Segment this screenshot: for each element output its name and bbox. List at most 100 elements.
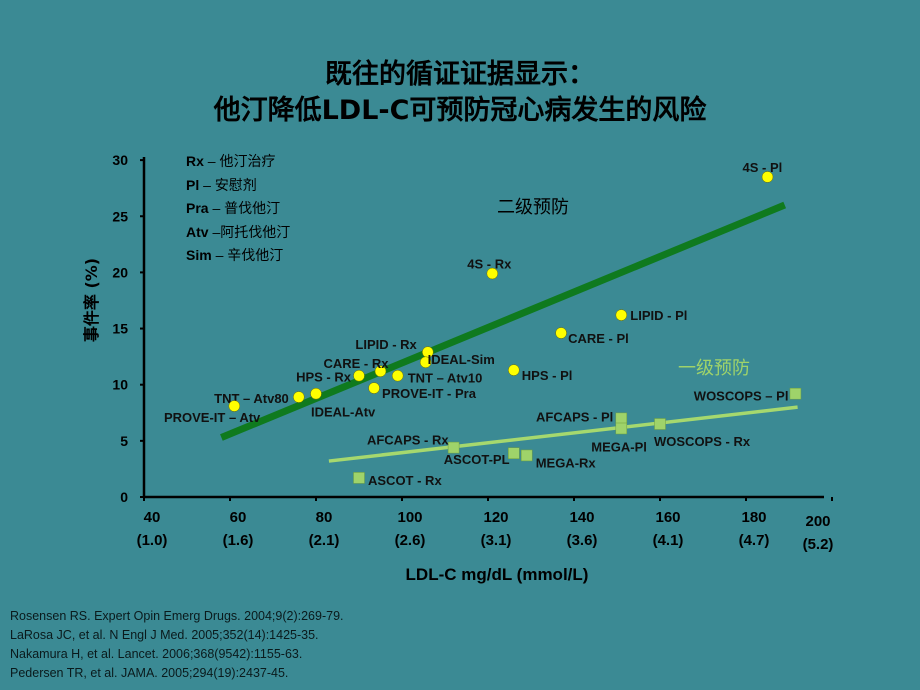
legend-meaning: 他汀治疗 xyxy=(219,154,276,170)
data-point xyxy=(447,441,460,454)
data-point xyxy=(654,418,666,430)
y-tick-label: 25 xyxy=(112,208,128,224)
data-label: 4S - Rx xyxy=(467,257,512,272)
x-tick-sublabel: (2.6) xyxy=(395,532,426,549)
legend-sep: – xyxy=(199,176,215,193)
data-label: AFCAPS - Rx xyxy=(367,433,449,448)
legend-entry: Atv –阿托伐他汀 xyxy=(186,221,290,245)
data-label: CARE - Pl xyxy=(568,331,629,346)
x-tick-label: 200 xyxy=(805,513,830,530)
data-label: TNT – Atv80 xyxy=(214,391,289,406)
data-label: IDEAL-Sim xyxy=(428,352,495,367)
y-tick-label: 10 xyxy=(112,377,128,393)
y-axis-label: 事件率 (%) xyxy=(82,258,101,342)
trend-line xyxy=(328,405,798,463)
data-point xyxy=(391,369,404,382)
legend-abbr: Atv xyxy=(186,223,209,240)
data-point xyxy=(615,412,628,425)
data-label: LIPID - Pl xyxy=(630,308,687,323)
x-tick-label: 160 xyxy=(655,509,680,526)
legend-entry: Rx – 他汀治疗 xyxy=(186,150,290,174)
y-tick-label: 20 xyxy=(112,264,128,280)
x-tick-sublabel: (4.1) xyxy=(653,532,684,549)
data-point xyxy=(486,267,499,280)
x-tick-label: 140 xyxy=(569,509,594,526)
data-label: PROVE-IT – Atv xyxy=(164,410,261,425)
reference: Pedersen TR, et al. JAMA. 2005;294(19):2… xyxy=(10,666,289,680)
data-point xyxy=(761,171,774,183)
data-label: WOSCOPS – Pl xyxy=(694,389,789,404)
data-label: ASCOT - Rx xyxy=(368,473,442,488)
data-point xyxy=(293,391,305,403)
data-point xyxy=(310,387,322,400)
data-point xyxy=(353,369,365,382)
data-label: ASCOT-PL xyxy=(444,452,510,467)
legend-entry: Sim – 辛伐他汀 xyxy=(186,244,290,268)
data-point xyxy=(374,365,387,377)
legend-meaning: 阿托伐他汀 xyxy=(220,224,291,241)
data-point xyxy=(615,422,628,435)
x-tick-label: 180 xyxy=(741,509,766,526)
x-tick-label: 120 xyxy=(483,509,508,526)
y-tick-label: 30 xyxy=(112,152,128,168)
x-tick-label: 40 xyxy=(144,509,161,526)
series-label-secondary: 二级预防 xyxy=(497,197,569,218)
legend-abbr: Pra xyxy=(186,200,209,216)
legend-sep: – xyxy=(208,223,221,240)
x-tick-label: 60 xyxy=(230,509,247,526)
x-tick-label: 80 xyxy=(316,509,333,526)
title-line-1: 既往的循证证据显示： xyxy=(325,59,595,90)
legend-meaning: 辛伐他汀 xyxy=(227,248,284,264)
data-point xyxy=(353,472,365,484)
references: Rosensen RS. Expert Opin Emerg Drugs. 20… xyxy=(10,607,344,683)
reference: Rosensen RS. Expert Opin Emerg Drugs. 20… xyxy=(10,609,344,623)
data-label: 4S - Pl xyxy=(743,160,783,175)
data-label: HPS - Pl xyxy=(522,368,573,383)
data-label: MEGA-Pl xyxy=(591,439,647,454)
title-line-2: 他汀降低LDL-C可预防冠心病发生的风险 xyxy=(213,95,707,126)
series-label-primary: 一级预防 xyxy=(678,358,750,379)
data-point xyxy=(228,400,241,412)
legend-sep: – xyxy=(208,200,225,216)
data-label: AFCAPS - Pl xyxy=(536,409,613,424)
reference: Nakamura H, et al. Lancet. 2006;368(9542… xyxy=(10,647,303,661)
x-tick-sublabel: (4.7) xyxy=(739,532,770,549)
data-point xyxy=(520,449,533,462)
data-label: MEGA-Rx xyxy=(536,455,597,470)
data-point xyxy=(368,382,380,394)
x-tick-sublabel: (1.0) xyxy=(137,532,168,549)
legend-meaning: 安慰剂 xyxy=(214,177,257,194)
x-tick-sublabel: (3.6) xyxy=(567,532,598,549)
y-tick-label: 5 xyxy=(120,433,128,449)
abbreviation-legend: Rx – 他汀治疗 Pl – 安慰剂 Pra – 普伐他汀 Atv –阿托伐他汀… xyxy=(186,150,290,268)
x-tick-sublabel: (5.2) xyxy=(803,536,834,553)
x-tick-sublabel: (3.1) xyxy=(481,532,512,549)
data-point xyxy=(419,356,432,368)
x-tick-sublabel: (1.6) xyxy=(223,532,254,549)
data-point xyxy=(555,327,567,339)
data-point xyxy=(789,387,802,400)
y-tick-label: 0 xyxy=(120,489,128,505)
data-label: IDEAL-Atv xyxy=(311,405,376,420)
legend-entry: Pra – 普伐他汀 xyxy=(186,197,290,221)
legend-abbr: Pl xyxy=(186,176,200,193)
x-tick-label: 100 xyxy=(397,509,422,526)
data-label: TNT – Atv10 xyxy=(408,371,483,386)
legend-entry: Pl – 安慰剂 xyxy=(186,174,290,198)
y-tick-label: 15 xyxy=(112,321,128,337)
legend-sep: – xyxy=(211,247,228,263)
data-label: WOSCOPS - Rx xyxy=(654,434,751,449)
data-label: PROVE-IT - Pra xyxy=(382,386,477,401)
data-label: CARE - Rx xyxy=(323,356,389,371)
legend-abbr: Rx xyxy=(186,153,204,169)
data-label: LIPID - Rx xyxy=(355,337,417,352)
data-point xyxy=(615,309,628,321)
x-tick-sublabel: (2.1) xyxy=(309,532,340,549)
legend-sep: – xyxy=(203,153,220,169)
reference: LaRosa JC, et al. N Engl J Med. 2005;352… xyxy=(10,628,319,642)
legend-abbr: Sim xyxy=(186,247,212,263)
legend-meaning: 普伐他汀 xyxy=(224,201,281,217)
data-label: HPS - Rx xyxy=(296,370,352,385)
x-axis-label: LDL-C mg/dL (mmol/L) xyxy=(406,565,589,584)
